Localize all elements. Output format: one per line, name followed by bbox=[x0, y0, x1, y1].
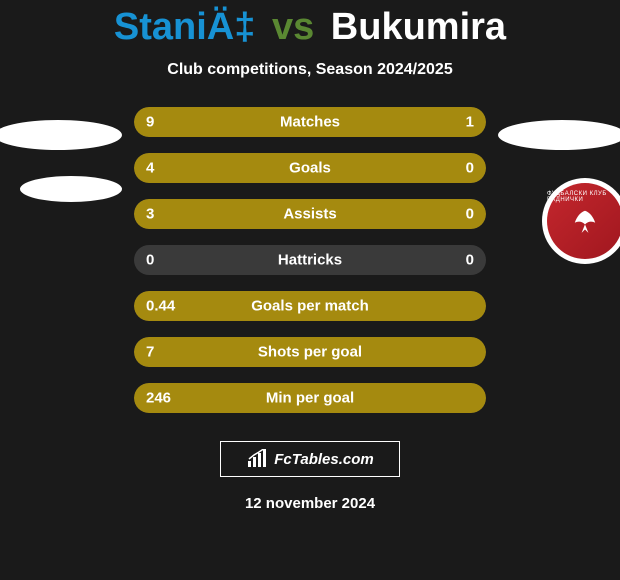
stat-label: Matches bbox=[280, 114, 340, 131]
eagle-icon bbox=[568, 204, 602, 238]
decoration-ellipse-left-1 bbox=[0, 120, 122, 150]
stats-container: 9 1 Matches 4 0 Goals 3 0 Assists 0 0 Hattricks 0.44… bbox=[134, 107, 486, 413]
stat-value-left: 246 bbox=[146, 390, 171, 407]
page-title: StaniÄ‡ vs Bukumira bbox=[0, 0, 620, 49]
stat-row: 4 0 Goals bbox=[134, 153, 486, 183]
stat-row: 0 0 Hattricks bbox=[134, 245, 486, 275]
stat-label: Hattricks bbox=[278, 252, 342, 269]
decoration-ellipse-left-2 bbox=[20, 176, 122, 202]
stat-label: Goals per match bbox=[251, 298, 369, 315]
stat-value-left: 7 bbox=[146, 344, 154, 361]
stat-row: 246 Min per goal bbox=[134, 383, 486, 413]
stat-value-right: 0 bbox=[466, 206, 474, 223]
stat-row: 3 0 Assists bbox=[134, 199, 486, 229]
club-badge-text: ФУДБАЛСКИ КЛУБ РАДНИЧКИ bbox=[547, 191, 620, 203]
stat-value-right: 0 bbox=[466, 252, 474, 269]
brand-text: FcTables.com bbox=[274, 451, 373, 468]
stat-value-left: 9 bbox=[146, 114, 154, 131]
brand-box: FcTables.com bbox=[220, 441, 400, 477]
vs-label: vs bbox=[272, 6, 314, 48]
decoration-ellipse-right bbox=[498, 120, 620, 150]
stat-value-right: 0 bbox=[466, 160, 474, 177]
stat-value-left: 4 bbox=[146, 160, 154, 177]
stat-label: Min per goal bbox=[266, 390, 354, 407]
subtitle: Club competitions, Season 2024/2025 bbox=[0, 61, 620, 79]
stat-label: Shots per goal bbox=[258, 344, 362, 361]
stat-value-left: 3 bbox=[146, 206, 154, 223]
club-badge-inner: ФУДБАЛСКИ КЛУБ РАДНИЧКИ bbox=[547, 183, 620, 259]
stat-label: Goals bbox=[289, 160, 331, 177]
stat-row: 0.44 Goals per match bbox=[134, 291, 486, 321]
chart-icon bbox=[246, 449, 270, 469]
stat-value-left: 0.44 bbox=[146, 298, 175, 315]
stat-label: Assists bbox=[283, 206, 336, 223]
player2-name: Bukumira bbox=[331, 6, 506, 48]
stat-row: 9 1 Matches bbox=[134, 107, 486, 137]
date-label: 12 november 2024 bbox=[0, 495, 620, 512]
player1-name: StaniÄ‡ bbox=[114, 6, 255, 48]
stat-value-left: 0 bbox=[146, 252, 154, 269]
stat-row: 7 Shots per goal bbox=[134, 337, 486, 367]
stat-value-right: 1 bbox=[466, 114, 474, 131]
club-badge: ФУДБАЛСКИ КЛУБ РАДНИЧКИ bbox=[542, 178, 620, 264]
